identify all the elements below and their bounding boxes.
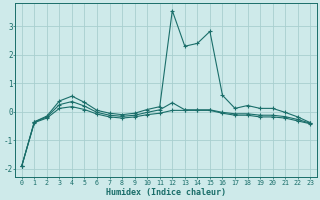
X-axis label: Humidex (Indice chaleur): Humidex (Indice chaleur) [106, 188, 226, 197]
